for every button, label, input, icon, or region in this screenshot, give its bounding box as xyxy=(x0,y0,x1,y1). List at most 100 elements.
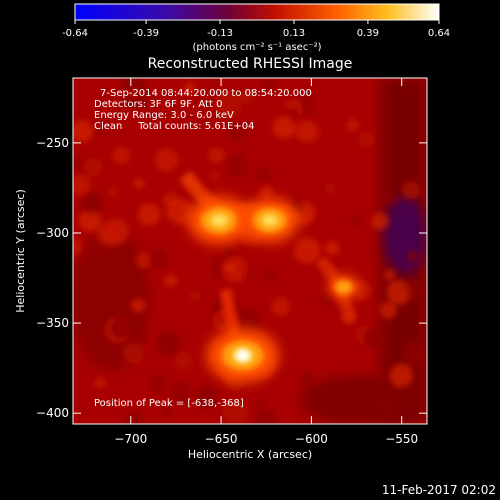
texture-blob xyxy=(148,374,167,394)
texture-blob xyxy=(174,351,193,370)
peak-position-label: Position of Peak = [-638,-368] xyxy=(94,398,244,409)
texture-blob xyxy=(131,298,146,313)
texture-blob xyxy=(224,247,236,259)
plot-frame xyxy=(72,77,428,425)
x-tick-label: −650 xyxy=(205,432,238,446)
texture-blob xyxy=(299,371,314,386)
colorbar xyxy=(74,3,440,21)
texture-blob xyxy=(401,341,427,368)
texture-blob xyxy=(383,268,396,281)
colorbar-tick-label: -0.39 xyxy=(133,28,159,39)
texture-blob xyxy=(324,183,335,194)
texture-blob xyxy=(170,381,192,403)
colorbar-tick-label: -0.64 xyxy=(62,28,88,39)
texture-blob xyxy=(378,397,396,415)
source-bright xyxy=(210,214,229,227)
source-loop-top-right xyxy=(240,198,300,243)
texture-blob xyxy=(263,268,277,281)
texture-blob xyxy=(136,252,152,269)
annotation-clean: Clean Total counts: 5.61E+04 xyxy=(94,121,254,132)
source-group xyxy=(187,196,360,383)
texture-blob xyxy=(222,399,249,424)
texture-blob xyxy=(189,290,201,302)
source-footpoint-peak xyxy=(206,328,279,383)
texture-blob xyxy=(73,174,91,196)
colorbar-tick-label: 0.64 xyxy=(428,28,450,39)
texture-blob xyxy=(110,318,131,339)
texture-blob xyxy=(227,122,247,142)
texture-blob xyxy=(260,185,274,199)
texture-blob xyxy=(261,78,278,95)
texture-blob xyxy=(94,377,107,389)
texture-blob xyxy=(215,90,243,118)
texture-blob xyxy=(371,212,389,230)
texture-blob xyxy=(254,166,272,183)
axis-ticks: −700 −650 −600 −550 −250 −300 −350 −400 xyxy=(36,78,427,446)
chart-title: Reconstructed RHESSI Image xyxy=(148,56,353,72)
heatmap-image xyxy=(73,78,427,424)
texture-blob xyxy=(363,327,384,348)
texture-blob xyxy=(286,106,299,119)
annotation-time: 7-Sep-2014 08:44:20.000 to 08:54:20.000 xyxy=(100,88,312,99)
texture-blob xyxy=(346,118,360,132)
texture-blob xyxy=(166,198,193,225)
texture-blob xyxy=(225,153,250,177)
texture-blob xyxy=(208,171,219,182)
texture-blob xyxy=(95,121,109,135)
texture-blob xyxy=(78,209,101,232)
texture-blob xyxy=(194,385,219,410)
y-axis-label: Heliocentric Y (arcsec) xyxy=(14,189,27,313)
texture-blob xyxy=(295,120,318,143)
y-tick-label: −400 xyxy=(36,406,69,420)
texture-blob xyxy=(119,78,145,92)
footer-date: 11-Feb-2017 02:02 xyxy=(382,483,496,497)
x-tick-label: −600 xyxy=(295,432,328,446)
texture-blob xyxy=(104,339,131,366)
texture-blob xyxy=(73,120,93,143)
texture-blob xyxy=(207,146,225,164)
source-bright xyxy=(261,214,278,227)
y-tick-label: −300 xyxy=(36,226,69,240)
heatmap-negative-region xyxy=(383,195,427,275)
texture-blob xyxy=(237,309,262,334)
source-core xyxy=(335,280,353,294)
texture-blob xyxy=(148,248,169,269)
source-loop-top-left xyxy=(187,196,252,245)
texture-blob xyxy=(83,157,103,177)
x-tick-label: −550 xyxy=(385,432,418,446)
heatmap-left-dim xyxy=(73,230,150,370)
texture-blob xyxy=(380,302,397,319)
texture-blob xyxy=(73,156,84,169)
source-right-knot xyxy=(328,275,360,299)
texture-blob xyxy=(294,237,321,264)
colorbar-tick-label: 0.39 xyxy=(357,28,379,39)
colorbar-tick-label: -0.13 xyxy=(207,28,233,39)
texture-blob xyxy=(112,146,131,165)
texture-blob xyxy=(254,398,266,411)
texture-blob xyxy=(97,223,122,247)
x-axis-label: Heliocentric X (arcsec) xyxy=(188,448,312,461)
texture-blob xyxy=(402,181,420,200)
texture-blob xyxy=(240,88,256,104)
texture-blob xyxy=(184,82,196,93)
texture-blob xyxy=(224,262,236,274)
colorbar-tick-label: 0.13 xyxy=(283,28,305,39)
texture-blob xyxy=(386,280,411,305)
texture-blob xyxy=(156,330,182,356)
texture-blob xyxy=(407,250,419,262)
texture-blob xyxy=(271,297,290,317)
texture-blob xyxy=(380,190,395,205)
texture-blob xyxy=(82,191,100,208)
texture-blob xyxy=(351,214,363,227)
annotation-detectors: Detectors: 3F 6F 9F, Att 0 xyxy=(94,99,222,110)
texture-blob xyxy=(138,203,161,226)
texture-blob xyxy=(154,148,179,172)
texture-blob xyxy=(123,343,144,364)
texture-blob xyxy=(405,280,422,297)
texture-blob xyxy=(325,241,340,256)
texture-blob xyxy=(124,410,143,424)
colorbar-ticks: -0.64 -0.39 -0.13 0.13 0.39 0.64 xyxy=(62,20,450,39)
texture-blob xyxy=(133,177,145,189)
